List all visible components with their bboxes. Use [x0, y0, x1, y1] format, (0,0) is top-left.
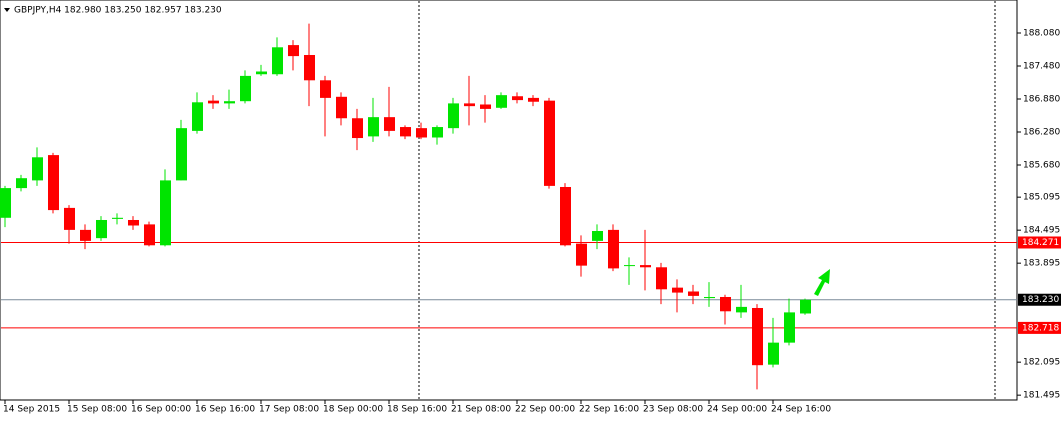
chart-title: GBPJPY,H4 182.980 183.250 182.957 183.23…	[14, 6, 222, 16]
candle-body	[256, 71, 267, 75]
candle-body	[16, 178, 27, 189]
candle-body	[144, 224, 155, 246]
candle-body	[208, 100, 219, 104]
x-tick-label: 17 Sep 08:00	[259, 405, 319, 415]
candle-body	[192, 102, 203, 131]
candle-body	[128, 219, 139, 226]
candle-body	[640, 265, 651, 268]
y-tick-label: 186.880	[1023, 94, 1060, 104]
candle-body	[176, 128, 187, 181]
x-tick-label: 24 Sep 00:00	[707, 405, 767, 415]
x-tick-label: 24 Sep 16:00	[771, 405, 831, 415]
candle-body	[224, 101, 235, 104]
candle-body	[384, 117, 395, 131]
price-label-box	[1018, 236, 1061, 249]
candle-body	[608, 229, 619, 269]
y-tick-label: 188.080	[1023, 28, 1060, 38]
candle-body	[336, 96, 347, 119]
candle-body	[448, 103, 459, 129]
x-tick-label: 16 Sep 16:00	[195, 405, 255, 415]
y-tick-label: 183.895	[1023, 259, 1060, 269]
y-tick-label: 186.280	[1023, 127, 1060, 137]
candle-body	[432, 127, 443, 138]
candle-body	[288, 45, 299, 57]
plot-frame	[0, 0, 1018, 401]
candle-body	[688, 291, 699, 296]
candle-body	[672, 287, 683, 293]
x-tick-label: 18 Sep 00:00	[323, 405, 383, 415]
x-tick-label: 18 Sep 16:00	[387, 405, 447, 415]
x-tick-label: 16 Sep 00:00	[131, 405, 191, 415]
y-tick-label: 187.480	[1023, 61, 1060, 71]
candle-body	[416, 128, 427, 138]
candle-body	[160, 180, 171, 246]
y-tick-label: 184.495	[1023, 226, 1060, 236]
price-label-box	[1018, 293, 1061, 306]
candle-body	[560, 186, 571, 246]
candle-body	[656, 267, 667, 290]
arrow-annotation	[814, 269, 830, 296]
candle-body	[592, 230, 603, 241]
candle-body	[496, 95, 507, 108]
candle-body	[352, 118, 363, 139]
price-label: 183.230	[1022, 295, 1059, 305]
candle-body	[96, 219, 107, 239]
candle-body	[752, 307, 763, 366]
candle-body	[704, 296, 715, 299]
candle-body	[240, 75, 251, 102]
y-tick-label: 185.680	[1023, 160, 1060, 170]
candle-body	[112, 217, 123, 219]
price-label: 184.271	[1022, 238, 1059, 248]
candle-body	[48, 155, 59, 211]
candle-body	[512, 96, 523, 101]
candle-body	[720, 296, 731, 312]
candle-body	[272, 47, 283, 75]
candle-body	[304, 54, 315, 81]
candle-body	[736, 306, 747, 313]
candle-body	[800, 299, 811, 314]
candle-body	[480, 104, 491, 109]
y-tick-label: 185.095	[1023, 193, 1060, 203]
y-tick-label: 182.095	[1023, 358, 1060, 368]
y-tick-label: 181.495	[1023, 391, 1060, 401]
candle-body	[0, 188, 11, 218]
price-label-box	[1018, 321, 1061, 334]
x-tick-label: 15 Sep 08:00	[67, 405, 127, 415]
candle-body	[544, 100, 555, 186]
candle-body	[64, 207, 75, 230]
candle-body	[784, 312, 795, 343]
menu-arrow	[4, 8, 10, 12]
candle-body	[400, 127, 411, 137]
candle-body	[528, 97, 539, 102]
candle-body	[768, 342, 779, 365]
candle-body	[464, 103, 475, 107]
x-tick-label: 22 Sep 00:00	[515, 405, 575, 415]
candle-body	[368, 117, 379, 137]
x-tick-label: 23 Sep 08:00	[643, 405, 703, 415]
candle-body	[624, 265, 635, 267]
candle-body	[80, 229, 91, 241]
x-tick-label: 21 Sep 08:00	[451, 405, 511, 415]
x-tick-label: 14 Sep 2015	[3, 405, 60, 415]
price-label: 182.718	[1022, 323, 1059, 333]
candle-body	[32, 157, 43, 181]
candle-body	[320, 80, 331, 98]
candle-body	[576, 243, 587, 266]
x-tick-label: 22 Sep 16:00	[579, 405, 639, 415]
